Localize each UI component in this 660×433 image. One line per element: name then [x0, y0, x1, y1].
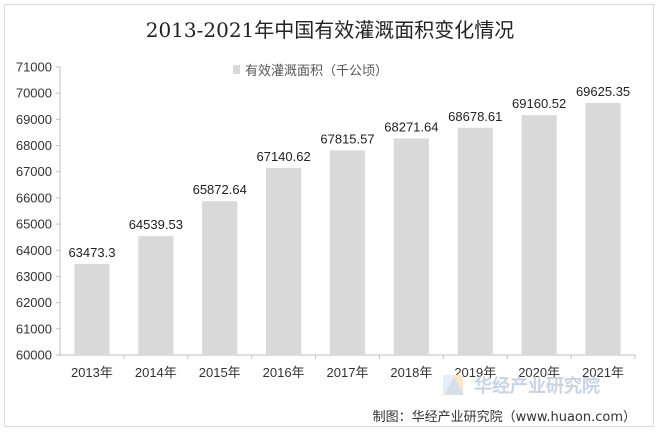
y-tick-label: 64000	[16, 243, 52, 258]
x-tick-label: 2013年	[71, 365, 113, 380]
x-tick-label: 2020年	[518, 365, 560, 380]
data-label: 63473.3	[68, 245, 115, 260]
data-label: 69625.35	[576, 84, 630, 99]
y-tick-label: 61000	[16, 321, 52, 336]
data-label: 64539.53	[129, 217, 183, 232]
data-label: 69160.52	[512, 96, 566, 111]
x-tick-label: 2014年	[135, 365, 177, 380]
data-label: 68678.61	[448, 109, 502, 124]
y-tick-label: 68000	[16, 138, 52, 153]
bar-2018年	[393, 138, 429, 355]
x-tick-label: 2019年	[454, 365, 496, 380]
bar-2017年	[329, 150, 366, 355]
legend-swatch	[233, 65, 240, 74]
y-tick-label: 60000	[16, 348, 52, 363]
y-tick-label: 65000	[16, 217, 52, 232]
bar-2013年	[74, 264, 110, 355]
x-tick-label: 2018年	[390, 365, 432, 380]
x-tick-label: 2017年	[327, 365, 369, 380]
legend: 有效灌溉面积（千公顷）	[233, 64, 388, 79]
bar-2021年	[585, 102, 621, 355]
y-tick-label: 63000	[16, 269, 52, 284]
huaon-logo-icon	[442, 372, 468, 398]
chart-title: 2013-2021年中国有效灌溉面积变化情况	[145, 18, 515, 42]
x-tick-label: 2021年	[582, 365, 624, 380]
y-tick-label: 71000	[16, 60, 52, 75]
y-tick-label: 70000	[16, 86, 52, 101]
bar-2016年	[266, 168, 302, 355]
y-tick-label: 69000	[16, 112, 52, 127]
data-label: 65872.64	[193, 182, 247, 197]
legend-label: 有效灌溉面积（千公顷）	[245, 64, 388, 79]
bar-2019年	[457, 127, 493, 355]
x-tick-labels: 2013年 2014年 2015年 2016年 2017年 2018年 2019年 2020年…	[71, 355, 636, 380]
watermark: 华经产业研究院	[442, 371, 600, 399]
data-label: 67140.62	[256, 149, 310, 164]
y-tick-label: 62000	[16, 295, 52, 310]
watermark-text: 华经产业研究院	[474, 376, 600, 397]
bar-2020年	[521, 115, 557, 355]
bars	[74, 102, 621, 355]
x-tick-label: 2015年	[199, 365, 241, 380]
bar-2015年	[202, 201, 238, 355]
bar-2014年	[138, 236, 174, 355]
data-labels: 63473.3 64539.53 65872.64 67140.62 67815.57 6…	[68, 84, 630, 260]
data-label: 68271.64	[384, 119, 438, 134]
y-tick-label: 67000	[16, 164, 52, 179]
y-tick-labels: 60000 61000 62000 63000 64000 65000 66000 67000…	[16, 60, 60, 363]
y-tick-label: 66000	[16, 190, 52, 205]
x-tick-label: 2016年	[263, 365, 305, 380]
footer-source: 制图：华经产业研究院（www.huaon.com）	[372, 410, 636, 425]
data-label: 67815.57	[320, 131, 374, 146]
